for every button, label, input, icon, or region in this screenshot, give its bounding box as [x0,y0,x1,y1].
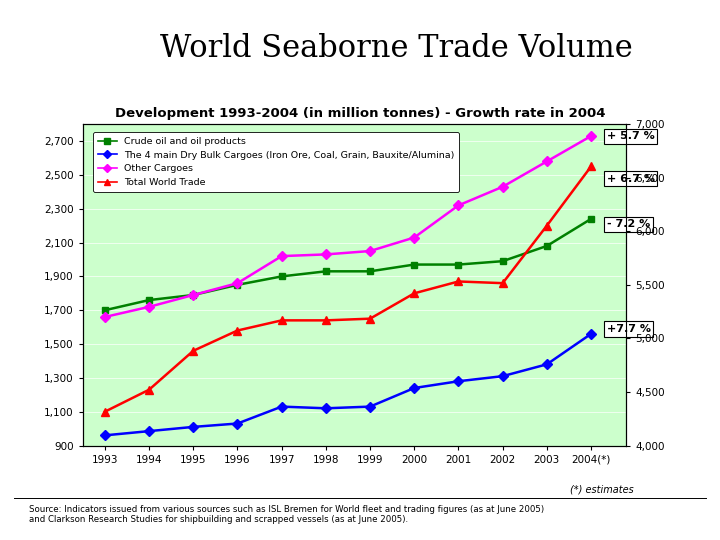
Legend: Crude oil and oil products, The 4 main Dry Bulk Cargoes (Iron Ore, Coal, Grain, : Crude oil and oil products, The 4 main D… [93,132,459,192]
Text: Source: Indicators issued from various sources such as ISL Bremen for World flee: Source: Indicators issued from various s… [29,505,544,524]
Text: Major trades: Major trades [17,270,25,335]
Text: Development 1993-2004 (in million tonnes) - Growth rate in 2004: Development 1993-2004 (in million tonnes… [114,107,606,120]
Text: + 5.7 %: + 5.7 % [606,131,654,141]
Text: - 7.2 %: - 7.2 % [606,219,649,230]
Text: World Seaborne Trade Volume: World Seaborne Trade Volume [160,33,632,64]
Text: +7.7 %: +7.7 % [606,324,650,334]
Text: Total World Trade: Total World Trade [695,258,703,347]
Text: (*) estimates: (*) estimates [570,484,634,494]
Text: + 6.7 %: + 6.7 % [606,174,654,184]
